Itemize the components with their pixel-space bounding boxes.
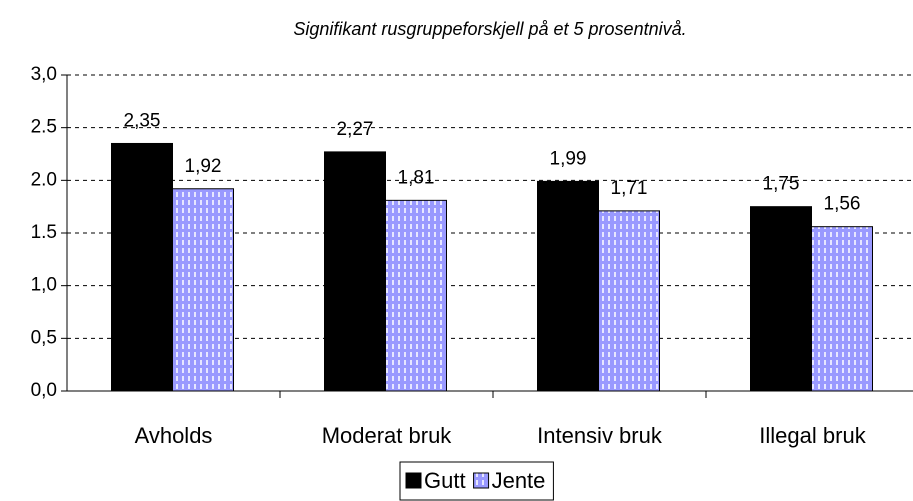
value-label: 1,99 [550, 148, 587, 169]
y-tick-label: 1.5 [31, 222, 57, 243]
value-label: 1,75 [763, 174, 800, 195]
value-label: 1,81 [398, 167, 435, 188]
value-label: 2,27 [337, 119, 374, 140]
value-label: 1,71 [611, 178, 648, 199]
bar [324, 151, 386, 392]
bar [385, 199, 447, 392]
x-tick-label: Moderat bruk [322, 423, 453, 448]
legend-swatch [473, 472, 490, 489]
y-tick-label: 3,0 [31, 64, 57, 85]
bar [172, 188, 234, 392]
y-tick-label: 2.0 [31, 169, 57, 190]
value-label: 2,35 [124, 110, 161, 131]
value-label: 1,56 [824, 194, 861, 215]
bar [598, 210, 660, 392]
legend-label: Jente [492, 468, 546, 493]
legend-label: Gutt [424, 468, 466, 493]
x-tick-label: Intensiv bruk [537, 423, 663, 448]
y-tick-label: 2.5 [31, 117, 57, 138]
bar [750, 206, 812, 392]
bar [811, 226, 873, 392]
bar [537, 180, 599, 392]
value-label: 1,92 [185, 156, 222, 177]
y-tick-label: 1,0 [31, 275, 57, 296]
legend-swatch [405, 472, 422, 489]
bar [111, 142, 173, 392]
y-tick-label: 0,0 [31, 380, 57, 401]
chart-title: Signifikant rusgruppeforskjell på et 5 p… [293, 19, 686, 39]
x-tick-label: Avholds [135, 423, 213, 448]
y-tick-label: 0,5 [31, 327, 57, 348]
x-tick-label: Illegal bruk [759, 423, 866, 448]
